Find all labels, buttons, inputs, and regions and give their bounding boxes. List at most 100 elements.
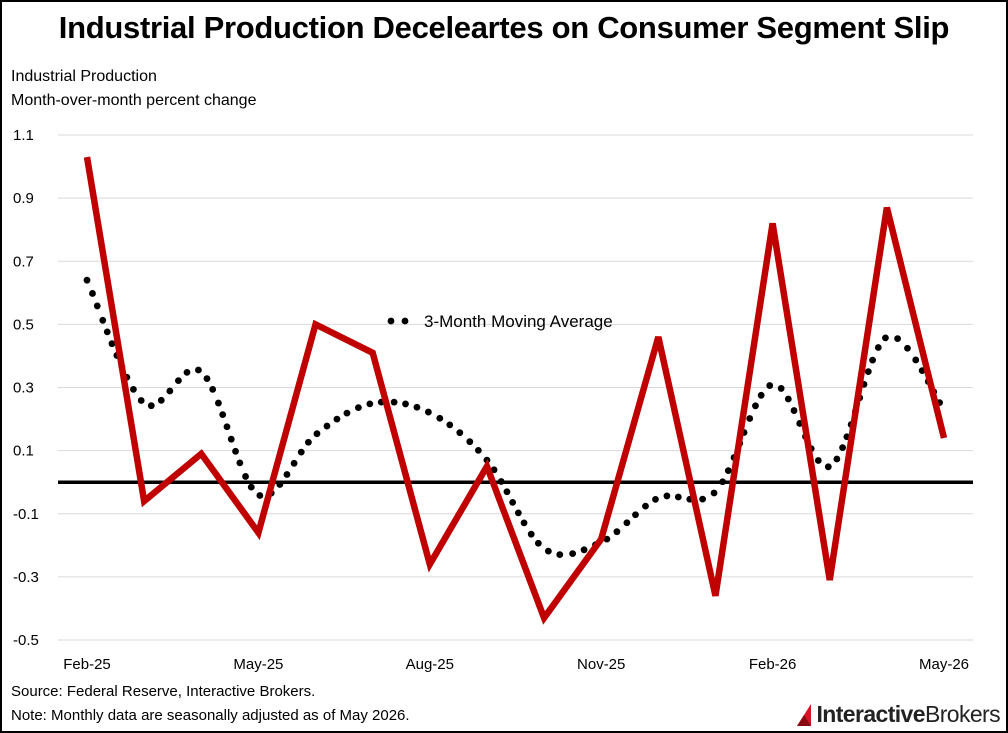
moving-average-dot	[89, 290, 96, 297]
moving-average-dot	[784, 395, 792, 403]
moving-average-dot	[514, 509, 522, 517]
y-tick-label: 1.1	[13, 127, 34, 144]
moving-average-dot	[297, 448, 305, 456]
y-tick-label: -0.3	[13, 569, 39, 586]
moving-average-dot	[746, 415, 754, 422]
legend: 3-Month Moving Average	[387, 312, 613, 331]
moving-average-dot	[242, 473, 249, 480]
moving-average-dot	[894, 335, 901, 342]
legend-dot	[401, 317, 409, 325]
moving-average-dot	[166, 387, 174, 395]
moving-average-dot	[366, 400, 374, 408]
moving-average-dot	[333, 415, 341, 423]
moving-average-dot	[814, 457, 822, 464]
moving-average-dot	[904, 344, 911, 352]
moving-average-dot	[869, 356, 876, 364]
moving-average-dot	[83, 276, 91, 284]
moving-average-dot	[137, 397, 145, 404]
moving-average-dot	[766, 382, 774, 389]
moving-average-dot	[509, 498, 517, 506]
moving-average-dot	[824, 463, 832, 471]
x-tick-label: Feb-25	[63, 656, 111, 673]
moving-average-dot	[183, 368, 191, 376]
moving-average-dot	[613, 528, 621, 536]
y-tick-label: 0.7	[13, 253, 34, 270]
moving-average-dot	[839, 444, 846, 452]
moving-average-dot	[674, 493, 682, 501]
moving-average-dot	[466, 438, 474, 446]
moving-average-dot	[402, 400, 409, 408]
moving-average-dot	[436, 414, 444, 422]
moving-average-dot	[215, 399, 222, 407]
moving-average-dot	[147, 402, 155, 410]
moving-average-dot	[456, 429, 464, 437]
moving-average-dot	[343, 409, 351, 417]
moving-average-dot	[446, 421, 454, 429]
moving-average-dot	[724, 467, 732, 475]
moving-average-dot	[580, 546, 588, 554]
moving-average-dot	[354, 404, 362, 412]
moving-average-dot	[195, 366, 202, 374]
x-tick-label: Feb-26	[749, 656, 797, 673]
y-tick-label: 0.3	[13, 380, 34, 397]
moving-average-dot	[323, 422, 331, 430]
moving-average-series	[83, 276, 943, 559]
y-axis-title: Industrial Production	[11, 68, 157, 85]
y-axis-unit: Month-over-month percent change	[11, 92, 257, 109]
moving-average-dot	[790, 407, 798, 414]
moving-average-dot	[544, 547, 552, 555]
legend-dot	[387, 317, 395, 325]
moving-average-dot	[175, 377, 182, 385]
footnote: Note: Monthly data are seasonally adjust…	[11, 707, 410, 724]
moving-average-dot	[520, 519, 528, 527]
moving-average-dot	[93, 302, 101, 310]
moving-average-dot	[719, 478, 727, 486]
moving-average-dot	[219, 411, 227, 418]
x-tick-label: Aug-25	[406, 656, 454, 673]
moving-average-dot	[757, 391, 765, 399]
moving-average-dot	[232, 447, 239, 455]
y-tick-label: -0.5	[13, 632, 39, 649]
legend-label-moving-average: 3-Month Moving Average	[424, 312, 613, 331]
moving-average-dot	[556, 551, 564, 559]
y-tick-label: 0.1	[13, 443, 34, 460]
moving-average-dot	[103, 328, 111, 336]
moving-average-dot	[203, 375, 211, 382]
logo-flag-icon	[797, 704, 812, 726]
moving-average-dot	[413, 403, 421, 411]
moving-average-dot	[313, 430, 321, 438]
moving-average-dot	[652, 495, 659, 503]
x-tick-label: May-26	[919, 656, 969, 673]
moving-average-dot	[663, 492, 671, 500]
moving-average-dot	[283, 471, 291, 478]
moving-average-dot	[209, 385, 217, 393]
moving-average-dot	[108, 340, 116, 348]
moving-average-dot	[256, 492, 264, 499]
moving-average-dot	[99, 316, 107, 324]
y-tick-label: 0.9	[13, 190, 34, 207]
moving-average-dot	[290, 459, 298, 467]
y-tick-label: -0.1	[13, 506, 39, 523]
moving-average-dot	[527, 530, 535, 538]
moving-average-dot	[497, 478, 505, 485]
chart-title: Industrial Production Deceleartes on Con…	[58, 10, 950, 45]
moving-average-dot	[864, 368, 872, 376]
moving-average-dot	[752, 402, 759, 410]
moving-average-dot	[276, 481, 284, 488]
moving-average-dot	[223, 423, 231, 431]
moving-average-dot	[874, 344, 882, 351]
moving-average-dot	[534, 539, 542, 547]
moving-average-dot	[490, 466, 498, 474]
moving-average-dot	[247, 483, 255, 491]
moving-average-dot	[632, 511, 639, 519]
moving-average-dot	[603, 535, 611, 543]
moving-average-dot	[424, 408, 432, 416]
moving-average-dot	[503, 488, 511, 496]
logo-wordmark: InteractiveBrokers	[816, 701, 1000, 728]
moving-average-dot	[304, 438, 312, 446]
logo-brand-second: Brokers	[924, 700, 1001, 727]
logo-brand: Interactive	[816, 700, 925, 727]
industrial-production-series	[83, 156, 948, 625]
